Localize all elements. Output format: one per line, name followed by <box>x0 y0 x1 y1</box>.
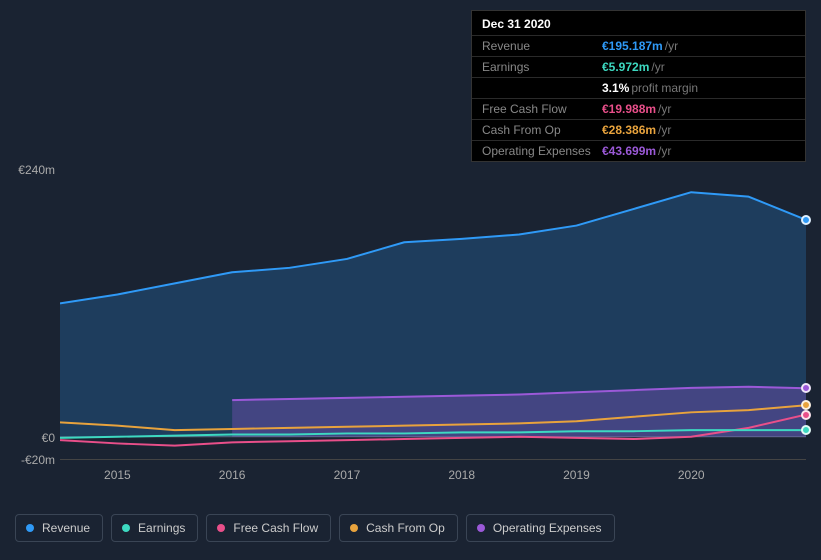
legend-item[interactable]: Revenue <box>15 514 103 542</box>
tooltip-unit: profit margin <box>631 81 698 95</box>
tooltip-value: €5.972m <box>602 60 649 74</box>
tooltip-label: Free Cash Flow <box>482 102 602 116</box>
legend-dot <box>122 524 130 532</box>
legend-label: Cash From Op <box>366 521 445 535</box>
financials-chart[interactable]: €240m €0 -€20m 2015 2016 2017 2018 2019 2020 <box>15 150 806 500</box>
legend-item[interactable]: Cash From Op <box>339 514 458 542</box>
legend-label: Earnings <box>138 521 185 535</box>
tooltip-label: Cash From Op <box>482 123 602 137</box>
tooltip-row: Operating Expenses€43.699m /yr <box>472 140 805 161</box>
series-end-marker <box>801 383 811 393</box>
tooltip-value: €195.187m <box>602 39 663 53</box>
tooltip-unit: /yr <box>658 144 671 158</box>
legend-dot <box>26 524 34 532</box>
legend-label: Operating Expenses <box>493 521 602 535</box>
tooltip-unit: /yr <box>665 39 678 53</box>
legend-label: Revenue <box>42 521 90 535</box>
tooltip-row: Earnings€5.972m /yr <box>472 56 805 77</box>
legend-label: Free Cash Flow <box>233 521 318 535</box>
x-axis-label: 2020 <box>678 468 705 482</box>
x-axis-label: 2015 <box>104 468 131 482</box>
legend-dot <box>477 524 485 532</box>
tooltip-label: Operating Expenses <box>482 144 602 158</box>
legend-item[interactable]: Operating Expenses <box>466 514 615 542</box>
series-end-marker <box>801 215 811 225</box>
tooltip-label: Earnings <box>482 60 602 74</box>
chart-tooltip: Dec 31 2020 Revenue€195.187m /yrEarnings… <box>471 10 806 162</box>
tooltip-row: Cash From Op€28.386m /yr <box>472 119 805 140</box>
tooltip-value: 3.1% <box>602 81 629 95</box>
tooltip-unit: /yr <box>658 123 671 137</box>
tooltip-row: Revenue€195.187m /yr <box>472 35 805 56</box>
legend-dot <box>350 524 358 532</box>
tooltip-value: €43.699m <box>602 144 656 158</box>
x-axis-label: 2018 <box>448 468 475 482</box>
x-axis-label: 2019 <box>563 468 590 482</box>
legend-item[interactable]: Free Cash Flow <box>206 514 331 542</box>
tooltip-value: €28.386m <box>602 123 656 137</box>
y-axis-label: -€20m <box>15 453 55 467</box>
tooltip-date: Dec 31 2020 <box>472 11 805 35</box>
y-axis-label: €0 <box>15 431 55 445</box>
series-end-marker <box>801 410 811 420</box>
y-axis-label: €240m <box>15 163 55 177</box>
series-end-marker <box>801 425 811 435</box>
tooltip-row: 3.1% profit margin <box>472 77 805 98</box>
tooltip-value: €19.988m <box>602 102 656 116</box>
x-axis-label: 2017 <box>334 468 361 482</box>
tooltip-row: Free Cash Flow€19.988m /yr <box>472 98 805 119</box>
tooltip-unit: /yr <box>658 102 671 116</box>
tooltip-label <box>482 81 602 95</box>
legend-item[interactable]: Earnings <box>111 514 198 542</box>
chart-legend: Revenue Earnings Free Cash Flow Cash From O… <box>15 514 615 542</box>
tooltip-unit: /yr <box>651 60 664 74</box>
legend-dot <box>217 524 225 532</box>
x-axis-label: 2016 <box>219 468 246 482</box>
tooltip-label: Revenue <box>482 39 602 53</box>
